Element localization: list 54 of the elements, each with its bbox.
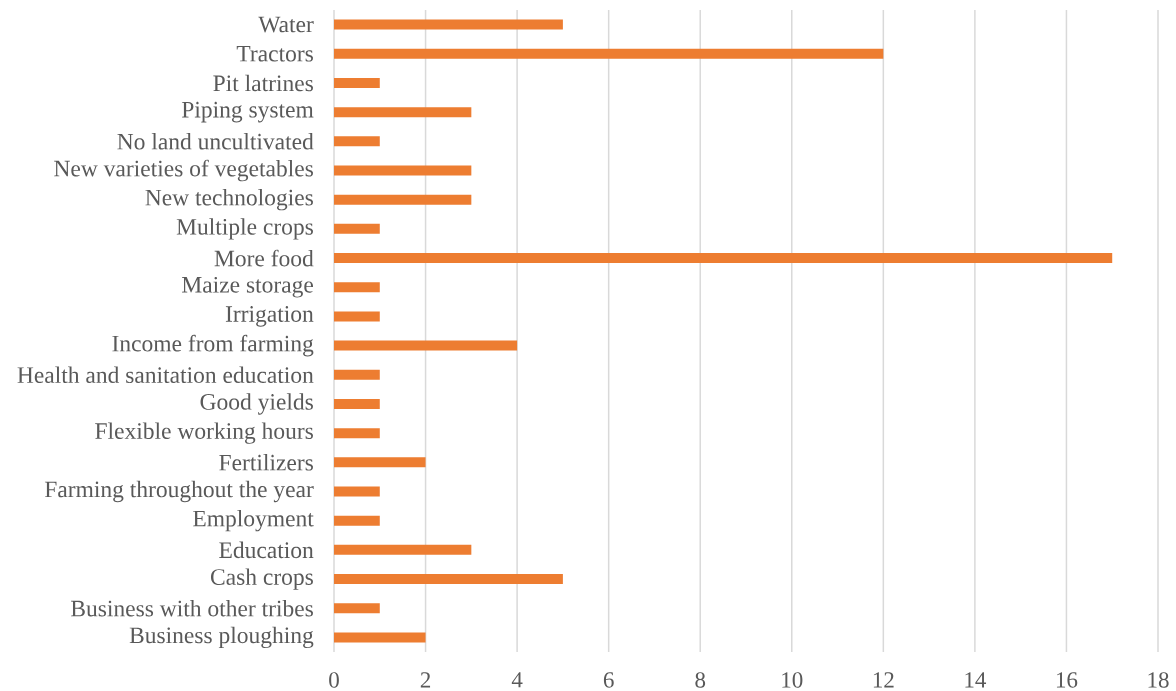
y-tick-label: New varieties of vegetables	[54, 159, 313, 182]
bar	[334, 486, 380, 497]
y-tick-label: Education	[219, 541, 314, 559]
y-tick-label: More food	[214, 249, 314, 267]
bar	[334, 340, 518, 351]
y-tick-label: Piping system	[181, 101, 314, 123]
bar	[334, 253, 1113, 264]
y-tick-label: Farming throughout the year	[44, 480, 314, 503]
y-tick-label: Multiple crops	[176, 218, 313, 240]
bar	[334, 515, 380, 526]
x-tick-label: 2	[420, 672, 431, 688]
bar	[334, 369, 380, 380]
bar	[334, 457, 426, 468]
bar	[334, 194, 472, 205]
bar	[334, 544, 472, 555]
x-tick-label: 4	[511, 672, 523, 688]
bar	[334, 632, 426, 643]
x-tick-label: 10	[782, 672, 803, 688]
y-tick-label: Flexible working hours	[95, 422, 313, 444]
y-tick-label: Maize storage	[182, 276, 313, 298]
y-tick-label: Pit latrines	[213, 74, 313, 92]
bar	[334, 603, 380, 614]
bar	[334, 107, 472, 118]
y-tick-label: Fertilizers	[219, 454, 313, 471]
y-tick-label: New technologies	[145, 189, 313, 211]
x-tick-label: 14	[965, 672, 987, 688]
x-tick-label: 18	[1148, 672, 1169, 688]
x-tick-label: 12	[873, 672, 894, 688]
x-tick-label: 16	[1056, 672, 1078, 688]
bar	[334, 165, 472, 176]
y-tick-label: No land uncultivated	[117, 133, 314, 150]
bar	[334, 19, 563, 30]
x-tick-label: 0	[329, 672, 339, 688]
y-tick-label: Cash crops	[210, 568, 313, 590]
y-tick-label: Tractors	[236, 45, 313, 62]
bar	[334, 428, 380, 439]
bar	[334, 136, 380, 147]
bar	[334, 48, 884, 59]
y-tick-label: Business with other tribes	[71, 599, 313, 617]
y-tick-label: Income from farming	[112, 334, 314, 357]
bar	[334, 223, 380, 234]
y-tick-label: Irrigation	[225, 306, 314, 327]
bar	[334, 398, 380, 409]
y-tick-label: Health and sanitation education	[17, 366, 314, 384]
y-tick-label: Good yields	[200, 393, 313, 415]
x-tick-label: 8	[695, 672, 706, 688]
y-tick-label: Water	[258, 16, 314, 33]
y-tick-label: Business ploughing	[129, 626, 314, 649]
x-tick-label: 6	[603, 672, 614, 688]
bar	[334, 574, 563, 585]
bar	[334, 311, 380, 322]
bar	[334, 282, 380, 293]
y-tick-label: Employment	[193, 510, 314, 532]
bar	[334, 77, 380, 88]
